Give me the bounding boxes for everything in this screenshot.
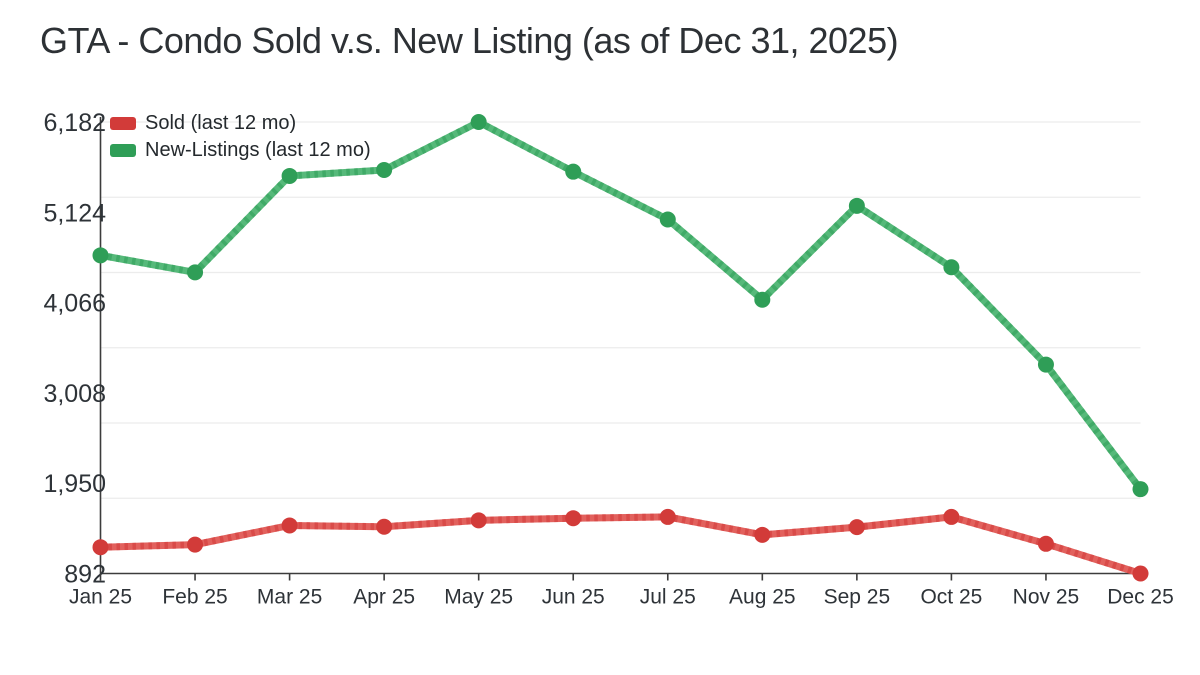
chart-title: GTA - Condo Sold v.s. New Listing (as of… [40, 20, 899, 61]
data-point[interactable] [470, 512, 487, 529]
x-tick-label: Nov 25 [1013, 586, 1080, 609]
legend: Sold (last 12 mo) New-Listings (last 12 … [110, 112, 371, 162]
x-tick-label: Mar 25 [257, 586, 322, 609]
legend-swatch-sold-icon [110, 117, 136, 130]
data-point[interactable] [281, 517, 298, 534]
series-line-stripes [100, 513, 1142, 577]
data-point[interactable] [92, 539, 109, 556]
data-point[interactable] [187, 264, 204, 281]
y-tick-label: 3,008 [43, 380, 106, 408]
data-point[interactable] [376, 518, 393, 535]
x-tick-label: Sep 25 [824, 586, 891, 609]
data-point[interactable] [754, 526, 771, 543]
y-tick-label: 6,182 [43, 109, 106, 137]
data-point[interactable] [754, 291, 771, 308]
data-point[interactable] [565, 510, 582, 527]
data-point[interactable] [848, 197, 865, 214]
x-tick-label: Jun 25 [542, 586, 605, 609]
data-point[interactable] [1132, 565, 1149, 582]
y-tick-label: 5,124 [43, 199, 106, 227]
data-point[interactable] [943, 508, 960, 525]
x-tick-label: May 25 [444, 586, 513, 609]
data-point[interactable] [1037, 535, 1054, 552]
x-tick-label: Jul 25 [640, 586, 696, 609]
data-point[interactable] [848, 519, 865, 536]
x-tick-label: Aug 25 [729, 586, 796, 609]
x-tick-label: Jan 25 [69, 586, 132, 609]
y-tick-label: 892 [64, 561, 106, 589]
data-point[interactable] [1037, 356, 1054, 373]
y-tick-label: 1,950 [43, 470, 106, 498]
data-point[interactable] [281, 167, 298, 184]
series-line-stripes [99, 118, 1144, 492]
data-point[interactable] [1132, 481, 1149, 498]
data-point[interactable] [943, 259, 960, 276]
data-point[interactable] [470, 114, 487, 130]
data-point[interactable] [187, 536, 204, 553]
legend-label-sold: Sold (last 12 mo) [145, 112, 297, 134]
legend-item-sold[interactable]: Sold (last 12 mo) [110, 112, 371, 135]
x-tick-label: Dec 25 [1107, 586, 1174, 609]
x-tick-label: Feb 25 [162, 586, 227, 609]
legend-item-new-listings[interactable]: New-Listings (last 12 mo) [110, 139, 371, 162]
x-tick-label: Apr 25 [353, 586, 415, 609]
data-point[interactable] [376, 161, 393, 178]
legend-label-new-listings: New-Listings (last 12 mo) [145, 139, 371, 161]
data-point[interactable] [92, 247, 109, 264]
data-point[interactable] [565, 163, 582, 180]
x-tick-label: Oct 25 [920, 586, 982, 609]
legend-swatch-new-listings-icon [110, 144, 136, 157]
y-tick-label: 4,066 [43, 290, 106, 318]
data-point[interactable] [659, 508, 676, 525]
data-point[interactable] [659, 211, 676, 228]
